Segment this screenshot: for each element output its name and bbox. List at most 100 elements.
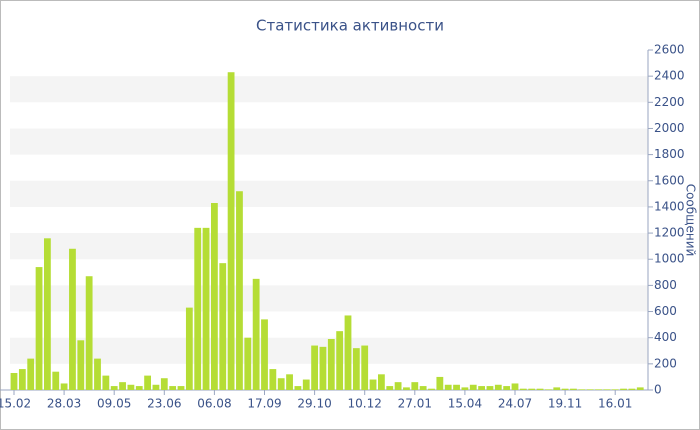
bar [486,386,494,390]
bar [411,382,419,390]
grid-band [10,180,648,207]
bar [169,386,177,390]
grid-band [10,285,648,312]
bar [444,384,452,390]
bar [478,386,485,390]
x-tick-label: 10.12 [348,397,382,411]
grid-band [10,128,648,155]
bar [403,387,410,390]
bar [469,384,477,390]
x-tick-label: 16.01 [598,397,632,411]
bar [352,348,360,390]
bar [503,386,511,390]
bar [261,319,268,390]
bar [35,267,43,390]
bar [44,238,51,390]
bar [252,278,260,390]
bar [419,386,427,390]
bar [586,389,594,390]
bar [52,371,60,390]
bar [536,388,544,390]
bar [461,387,469,390]
bar [10,373,18,390]
y-tick-label: 400 [654,330,677,344]
bar [595,389,602,390]
x-tick-label: 27.01 [398,397,432,411]
bar [144,375,151,390]
y-tick-label: 200 [654,356,677,370]
bar [269,369,277,390]
y-axis-label: Сообщений [684,184,698,257]
y-tick-label: 1200 [654,226,685,240]
bar [344,315,352,390]
bar [286,374,293,390]
bar [378,374,385,390]
bar [428,388,435,390]
y-tick-label: 1800 [654,147,685,161]
bar [18,369,26,390]
bar [185,307,193,390]
bar [202,227,210,390]
bar [361,345,369,390]
bar [60,383,68,390]
bar [194,227,202,390]
bar [327,339,335,390]
y-tick-label: 2400 [654,69,685,83]
bar [85,276,93,390]
grid-band [10,233,648,260]
bar [177,386,185,390]
bar [561,388,569,390]
bar [127,384,135,390]
x-tick-label: 06.08 [197,397,231,411]
bar [511,383,519,390]
x-tick-label: 09.05 [97,397,131,411]
bar [628,388,636,390]
y-tick-label: 2600 [654,43,685,57]
bar [27,358,35,390]
bar [636,387,644,390]
y-tick-label: 2200 [654,95,685,109]
bar [294,386,302,390]
x-tick-label: 15.04 [448,397,482,411]
bar [553,387,561,390]
x-tick-label: 19.11 [548,397,582,411]
bar [394,382,402,390]
bar [227,72,235,390]
bar [152,384,160,390]
x-tick-label: 28.03 [47,397,81,411]
bar [528,388,536,390]
bar [369,379,377,390]
bar [119,382,126,390]
bar [319,346,327,390]
bar [77,340,85,390]
x-tick-label: 23.06 [147,397,181,411]
bar [611,389,619,390]
y-tick-label: 0 [654,383,662,397]
bar [135,386,143,390]
bar [519,388,527,390]
bar [578,389,586,390]
x-tick-label: 24.07 [498,397,532,411]
bar [69,248,76,390]
bar [302,379,310,390]
bar [436,376,444,390]
y-tick-label: 1000 [654,252,685,266]
bar [494,384,502,390]
grid-band [10,76,648,103]
bar [277,378,285,390]
bar [102,375,110,390]
x-tick-label: 29.10 [297,397,331,411]
bar [453,384,460,390]
bar [311,345,318,390]
y-tick-label: 2000 [654,121,685,135]
x-tick-label: 17.09 [247,397,281,411]
bar [620,388,627,390]
bar [336,331,344,390]
bar [603,389,611,390]
bar [219,263,227,390]
bar [236,191,243,390]
y-tick-label: 1600 [654,173,685,187]
bar [386,386,394,390]
bar [94,358,101,390]
